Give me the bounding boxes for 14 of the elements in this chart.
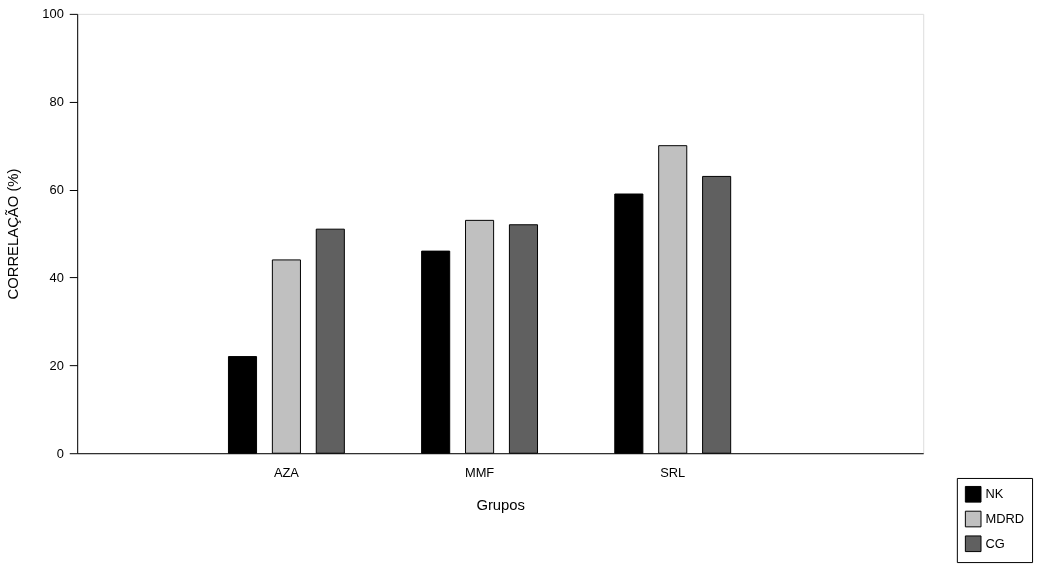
y-tick-label: 20 [49,357,64,373]
y-tick-label: 0 [56,445,64,461]
legend-label: CG [985,535,1005,551]
x-tick-label: MMF [464,465,495,481]
legend-label: MDRD [985,510,1025,526]
y-tick-label: 60 [49,182,64,198]
y-tick-label: 100 [42,6,64,22]
legend-label: NK [985,486,1004,502]
x-axis-title: Grupos [476,497,526,514]
y-axis-title: CORRELAÇÃO (%) [4,168,21,300]
y-tick-label: 40 [49,269,64,285]
y-tick-label: 80 [49,94,64,110]
x-tick-label: SRL [660,465,686,481]
x-tick-label: AZA [273,465,300,481]
